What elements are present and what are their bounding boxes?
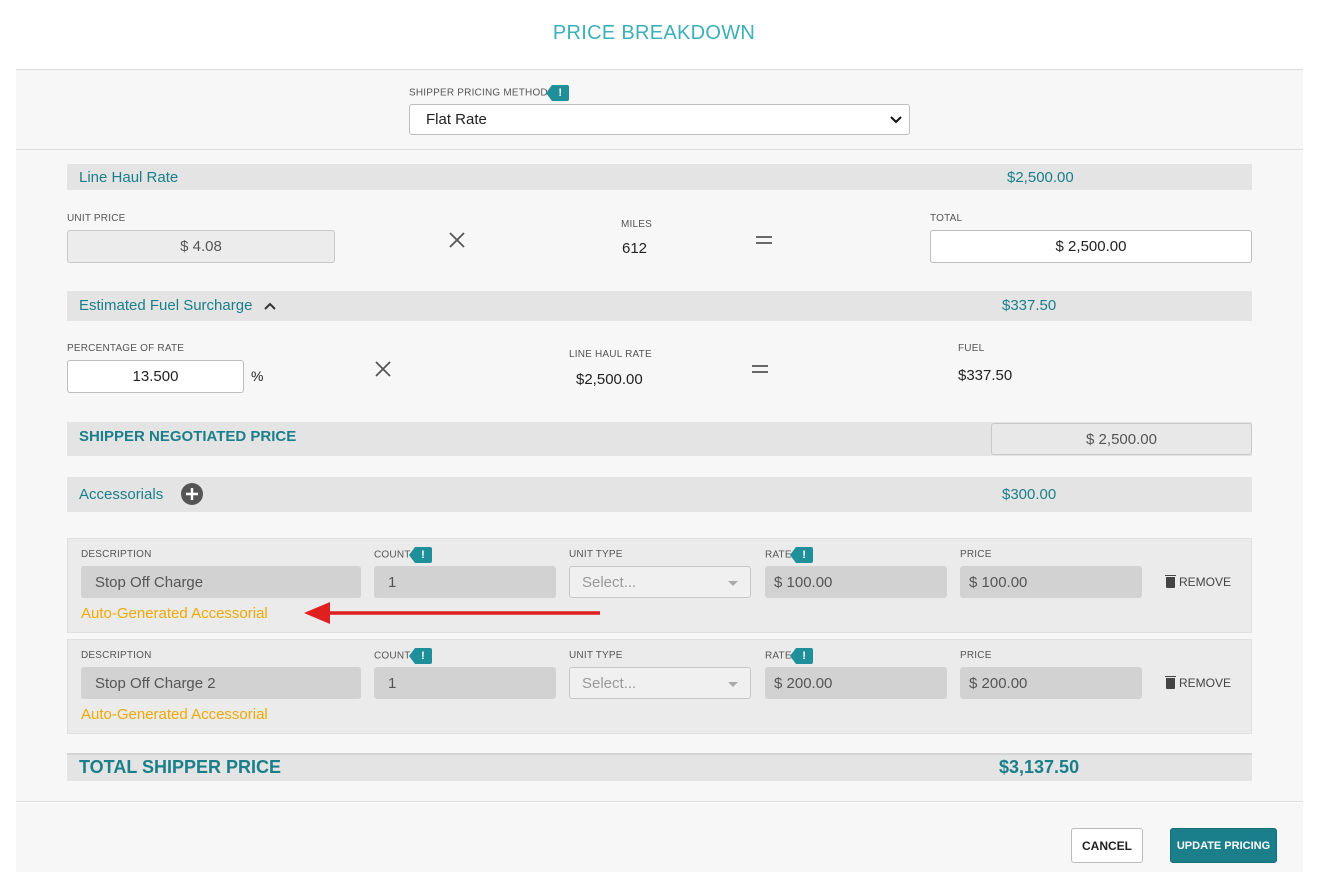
caret-down-icon <box>728 682 738 687</box>
price-field[interactable]: $ 100.00 <box>960 566 1142 598</box>
line-haul-value: $2,500.00 <box>1007 169 1074 186</box>
unit-type-header: UNIT TYPE <box>569 549 623 560</box>
arrow-annotation-icon <box>304 602 600 624</box>
rate-header: RATE! <box>765 547 813 564</box>
info-icon[interactable]: ! <box>789 547 813 563</box>
fuel-band: Estimated Fuel Surcharge $337.50 <box>67 291 1252 321</box>
unit-type-select[interactable]: Select... <box>569 667 751 699</box>
caret-down-icon <box>728 581 738 586</box>
unit-type-header: UNIT TYPE <box>569 650 623 661</box>
pricing-method-value: Flat Rate <box>426 111 487 128</box>
update-pricing-button[interactable]: UPDATE PRICING <box>1170 828 1277 863</box>
pricing-method-label: SHIPPER PRICING METHOD! <box>409 85 569 102</box>
miles-label: MILES <box>621 219 653 230</box>
info-icon[interactable]: ! <box>545 85 569 101</box>
cancel-button[interactable]: CANCEL <box>1071 828 1143 863</box>
description-header: DESCRIPTION <box>81 650 152 661</box>
unit-price-label: UNIT PRICE <box>67 213 126 224</box>
price-field[interactable]: $ 200.00 <box>960 667 1142 699</box>
multiply-icon <box>449 232 465 248</box>
line-haul-rate-label: LINE HAUL RATE <box>569 349 652 360</box>
remove-button[interactable]: REMOVE <box>1165 675 1231 690</box>
line-haul-label: Line Haul Rate <box>79 169 179 186</box>
accessorials-band: Accessorials $300.00 <box>67 477 1252 512</box>
description-header: DESCRIPTION <box>81 549 152 560</box>
line-haul-band: Line Haul Rate $2,500.00 <box>67 164 1252 190</box>
count-field[interactable]: 1 <box>374 566 556 598</box>
count-header: COUNT! <box>374 648 432 665</box>
unit-price-field[interactable]: $ 4.08 <box>67 230 335 263</box>
count-header: COUNT! <box>374 547 432 564</box>
info-icon[interactable]: ! <box>408 547 432 563</box>
trash-icon <box>1165 574 1176 588</box>
accessorials-value: $300.00 <box>1002 486 1057 503</box>
multiply-icon <box>375 361 391 377</box>
rate-header: RATE! <box>765 648 813 665</box>
miles-value: 612 <box>622 240 648 257</box>
auto-generated-note: Auto-Generated Accessorial <box>81 706 268 723</box>
auto-generated-note: Auto-Generated Accessorial <box>81 605 268 622</box>
unit-type-select[interactable]: Select... <box>569 566 751 598</box>
rate-field[interactable]: $ 100.00 <box>765 566 947 598</box>
total-band: TOTAL SHIPPER PRICE $3,137.50 <box>67 753 1252 781</box>
total-label: TOTAL <box>930 213 963 224</box>
equals-icon <box>756 236 772 244</box>
info-icon[interactable]: ! <box>408 648 432 664</box>
fuel-result-value: $337.50 <box>958 367 1013 384</box>
fuel-value: $337.50 <box>1002 297 1057 314</box>
negotiated-price-field[interactable]: $ 2,500.00 <box>991 423 1252 455</box>
accessorials-label: Accessorials <box>79 486 164 503</box>
add-accessorial-icon[interactable] <box>181 483 203 505</box>
percentage-input[interactable]: 13.500 <box>67 360 244 393</box>
count-field[interactable]: 1 <box>374 667 556 699</box>
trash-icon <box>1165 675 1176 689</box>
accessorial-card-2: DESCRIPTION COUNT! UNIT TYPE RATE! PRICE… <box>67 639 1252 734</box>
pricing-method-select[interactable]: Flat Rate <box>409 104 910 135</box>
fuel-line-haul-value: $2,500.00 <box>576 371 643 388</box>
info-icon[interactable]: ! <box>789 648 813 664</box>
total-shipper-price-value: $3,137.50 <box>999 757 1080 777</box>
percent-sign: % <box>251 368 264 384</box>
accessorial-card-1: DESCRIPTION COUNT! UNIT TYPE RATE! PRICE… <box>67 538 1252 633</box>
total-shipper-price-label: TOTAL SHIPPER PRICE <box>79 757 282 777</box>
chevron-up-icon[interactable] <box>263 301 277 311</box>
description-field[interactable]: Stop Off Charge <box>81 566 361 598</box>
description-field[interactable]: Stop Off Charge 2 <box>81 667 361 699</box>
negotiated-label: SHIPPER NEGOTIATED PRICE <box>79 428 297 445</box>
method-divider <box>16 149 1303 150</box>
price-header: PRICE <box>960 549 992 560</box>
equals-icon <box>752 365 768 373</box>
chevron-down-icon <box>890 116 902 124</box>
percentage-label: PERCENTAGE OF RATE <box>67 343 185 354</box>
price-header: PRICE <box>960 650 992 661</box>
fuel-label: Estimated Fuel Surcharge <box>79 297 253 314</box>
remove-button[interactable]: REMOVE <box>1165 574 1231 589</box>
line-haul-total-input[interactable]: $ 2,500.00 <box>930 230 1252 263</box>
modal-title: PRICE BREAKDOWN <box>552 22 756 44</box>
rate-field[interactable]: $ 200.00 <box>765 667 947 699</box>
fuel-result-label: FUEL <box>958 343 985 354</box>
